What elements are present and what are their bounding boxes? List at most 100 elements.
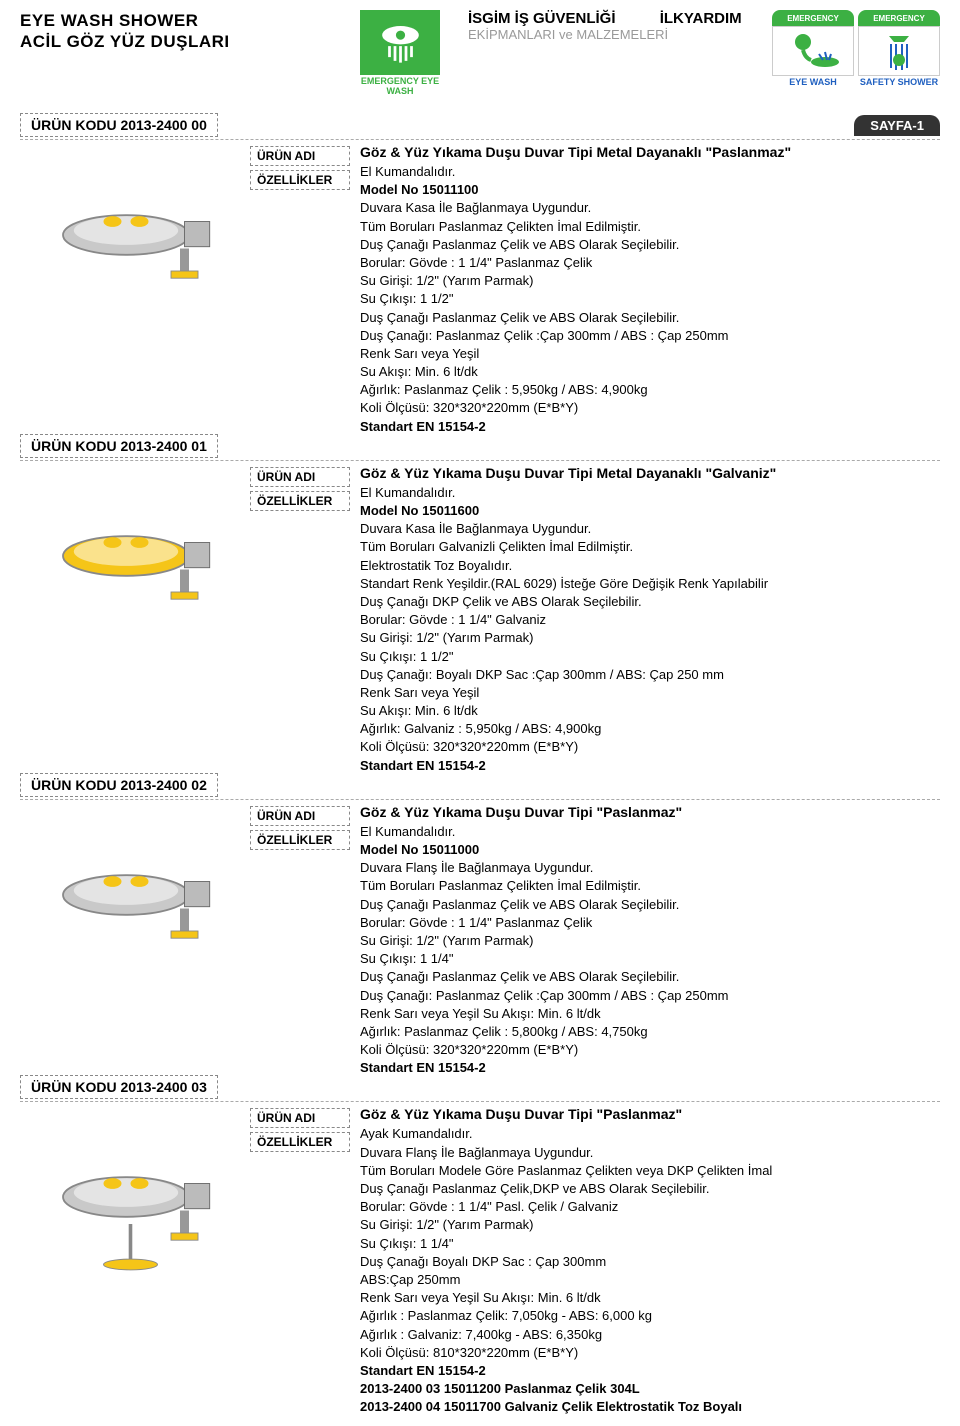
spec-line: Koli Ölçüsü: 810*320*220mm (E*B*Y) xyxy=(360,1344,940,1362)
product-label-col: ÜRÜN ADI ÖZELLİKLER xyxy=(250,804,350,1078)
spec-line: Duş Çanağı: Paslanmaz Çelik :Çap 300mm /… xyxy=(360,327,940,345)
product-standard: Standart EN 15154-2 xyxy=(360,418,940,436)
badge-eyewash: EMERGENCY EYE WASH xyxy=(772,10,854,87)
label-ozellikler: ÖZELLİKLER xyxy=(250,1132,350,1152)
spec-line: Model No 15011100 xyxy=(360,181,940,199)
spec-line: Renk Sarı veya Yeşil xyxy=(360,684,940,702)
spec-line: Borular: Gövde : 1 1/4" Paslanmaz Çelik xyxy=(360,914,940,932)
header-line1b: İLKYARDIM xyxy=(660,10,742,27)
product-name: Göz & Yüz Yıkama Duşu Duvar Tipi Metal D… xyxy=(360,465,940,481)
product-standard: Standart EN 15154-2 xyxy=(360,757,940,775)
products-container: ÜRÜN ADI ÖZELLİKLER Göz & Yüz Yıkama Duş… xyxy=(20,139,940,1416)
spec-line: Duş Çanağı: Boyalı DKP Sac :Çap 300mm / … xyxy=(360,666,940,684)
label-urun-adi: ÜRÜN ADI xyxy=(250,467,350,487)
label-urun-adi: ÜRÜN ADI xyxy=(250,146,350,166)
product-row: ÜRÜN ADI ÖZELLİKLER Göz & Yüz Yıkama Duş… xyxy=(20,1101,940,1416)
badge-shower: EMERGENCY SAFETY SHOWER xyxy=(858,10,940,87)
label-urun-adi: ÜRÜN ADI xyxy=(250,1108,350,1128)
spec-line: Model No 15011000 xyxy=(360,841,940,859)
variant-line: 2013-2400 03 15011200 Paslanmaz Çelik 30… xyxy=(360,1380,940,1398)
product-illustration xyxy=(40,1126,230,1286)
product-row: ÜRÜN ADI ÖZELLİKLER Göz & Yüz Yıkama Duş… xyxy=(20,139,940,436)
product-right: Göz & Yüz Yıkama Duşu Duvar Tipi Metal D… xyxy=(350,144,940,436)
header-left: EYE WASH SHOWER ACİL GÖZ YÜZ DUŞLARI xyxy=(20,10,340,53)
spec-line: Standart Renk Yeşildir.(RAL 6029) İsteğe… xyxy=(360,575,940,593)
spec-line: Koli Ölçüsü: 320*320*220mm (E*B*Y) xyxy=(360,738,940,756)
eyewash-logo-text: EMERGENCY EYE WASH xyxy=(360,77,440,97)
product-right: Göz & Yüz Yıkama Duşu Duvar Tipi "Paslan… xyxy=(350,1106,940,1416)
product-label-col: ÜRÜN ADI ÖZELLİKLER xyxy=(250,465,350,775)
header-line2: EKİPMANLARI ve MALZEMELERİ xyxy=(468,27,770,42)
spec-line: Duş Çanağı Boyalı DKP Sac : Çap 300mm xyxy=(360,1253,940,1271)
spec-line: Duş Çanağı Paslanmaz Çelik,DKP ve ABS Ol… xyxy=(360,1180,940,1198)
header-logo: EMERGENCY EYE WASH xyxy=(340,10,460,105)
badge2-bot: SAFETY SHOWER xyxy=(860,78,938,87)
product-label-col: ÜRÜN ADI ÖZELLİKLER xyxy=(250,144,350,436)
product-name: Göz & Yüz Yıkama Duşu Duvar Tipi "Paslan… xyxy=(360,1106,940,1122)
spec-line: Duvara Kasa İle Bağlanmaya Uygundur. xyxy=(360,199,940,217)
spec-line: Su Akışı: Min. 6 lt/dk xyxy=(360,702,940,720)
label-urun-adi: ÜRÜN ADI xyxy=(250,806,350,826)
product-label-col: ÜRÜN ADI ÖZELLİKLER xyxy=(250,1106,350,1416)
product-left xyxy=(20,804,250,1078)
spec-line: Model No 15011600 xyxy=(360,502,940,520)
spec-line: Ağırlık : Galvaniz: 7,400kg - ABS: 6,350… xyxy=(360,1326,940,1344)
header-badges: EMERGENCY EYE WASH EMERGENCY xyxy=(770,10,940,87)
spec-line: Ağırlık: Paslanmaz Çelik : 5,950kg / ABS… xyxy=(360,381,940,399)
spec-line: Ayak Kumandalıdır. xyxy=(360,1125,940,1143)
spec-line: Tüm Boruları Paslanmaz Çelikten İmal Edi… xyxy=(360,877,940,895)
label-ozellikler: ÖZELLİKLER xyxy=(250,830,350,850)
spec-line: Su Çıkışı: 1 1/4" xyxy=(360,950,940,968)
spec-line: Ağırlık : Paslanmaz Çelik: 7,050kg - ABS… xyxy=(360,1307,940,1325)
product-right: Göz & Yüz Yıkama Duşu Duvar Tipi "Paslan… xyxy=(350,804,940,1078)
product-name: Göz & Yüz Yıkama Duşu Duvar Tipi Metal D… xyxy=(360,144,940,160)
title-en: EYE WASH SHOWER xyxy=(20,10,340,31)
badge1-bot: EYE WASH xyxy=(789,78,837,87)
spec-line: ABS:Çap 250mm xyxy=(360,1271,940,1289)
spec-line: Tüm Boruları Modele Göre Paslanmaz Çelik… xyxy=(360,1162,940,1180)
spec-line: El Kumandalıdır. xyxy=(360,163,940,181)
product-left xyxy=(20,1106,250,1416)
product-code-3: ÜRÜN KODU 2013-2400 03 xyxy=(20,1075,218,1099)
badge1-top: EMERGENCY xyxy=(772,10,854,26)
product-code-2: ÜRÜN KODU 2013-2400 02 xyxy=(20,773,218,797)
spec-line: Su Çıkışı: 1 1/2" xyxy=(360,648,940,666)
spec-line: Ağırlık: Paslanmaz Çelik : 5,800kg / ABS… xyxy=(360,1023,940,1041)
product-illustration xyxy=(40,485,230,645)
spec-line: Duş Çanağı Paslanmaz Çelik ve ABS Olarak… xyxy=(360,309,940,327)
product-illustration xyxy=(40,824,230,984)
label-ozellikler: ÖZELLİKLER xyxy=(250,170,350,190)
spec-line: Duş Çanağı Paslanmaz Çelik ve ABS Olarak… xyxy=(360,236,940,254)
spec-line: Koli Ölçüsü: 320*320*220mm (E*B*Y) xyxy=(360,1041,940,1059)
product-left xyxy=(20,465,250,775)
product-name: Göz & Yüz Yıkama Duşu Duvar Tipi "Paslan… xyxy=(360,804,940,820)
product-illustration xyxy=(40,164,230,324)
product-code-1: ÜRÜN KODU 2013-2400 01 xyxy=(20,434,218,458)
product-row: ÜRÜN ADI ÖZELLİKLER Göz & Yüz Yıkama Duş… xyxy=(20,799,940,1078)
variant-line: 2013-2400 04 15011700 Galvaniz Çelik Ele… xyxy=(360,1398,940,1416)
spec-line: Su Çıkışı: 1 1/2" xyxy=(360,290,940,308)
badge2-icon xyxy=(858,26,940,76)
spec-line: Duş Çanağı Paslanmaz Çelik ve ABS Olarak… xyxy=(360,968,940,986)
spec-line: Elektrostatik Toz Boyalıdır. xyxy=(360,557,940,575)
product-right: Göz & Yüz Yıkama Duşu Duvar Tipi Metal D… xyxy=(350,465,940,775)
spec-line: Su Girişi: 1/2" (Yarım Parmak) xyxy=(360,272,940,290)
spec-line: Su Akışı: Min. 6 lt/dk xyxy=(360,363,940,381)
header-line1a: İSGİM İŞ GÜVENLİĞİ xyxy=(468,10,616,27)
spec-line: Borular: Gövde : 1 1/4" Galvaniz xyxy=(360,611,940,629)
first-code-row: ÜRÜN KODU 2013-2400 00 SAYFA-1 xyxy=(20,113,940,137)
spec-line: El Kumandalıdır. xyxy=(360,823,940,841)
product-row: ÜRÜN ADI ÖZELLİKLER Göz & Yüz Yıkama Duş… xyxy=(20,460,940,775)
page: EYE WASH SHOWER ACİL GÖZ YÜZ DUŞLARI EME… xyxy=(0,0,960,1426)
spec-line: Koli Ölçüsü: 320*320*220mm (E*B*Y) xyxy=(360,399,940,417)
product-standard: Standart EN 15154-2 xyxy=(360,1059,940,1077)
badge2-top: EMERGENCY xyxy=(858,10,940,26)
spec-line: Duş Çanağı Paslanmaz Çelik ve ABS Olarak… xyxy=(360,896,940,914)
page-number-badge: SAYFA-1 xyxy=(854,115,940,136)
spec-line: Su Girişi: 1/2" (Yarım Parmak) xyxy=(360,629,940,647)
product-standard: Standart EN 15154-2 xyxy=(360,1362,940,1380)
spec-line: El Kumandalıdır. xyxy=(360,484,940,502)
spec-line: Tüm Boruları Galvanizli Çelikten İmal Ed… xyxy=(360,538,940,556)
page-header: EYE WASH SHOWER ACİL GÖZ YÜZ DUŞLARI EME… xyxy=(20,10,940,105)
label-ozellikler: ÖZELLİKLER xyxy=(250,491,350,511)
